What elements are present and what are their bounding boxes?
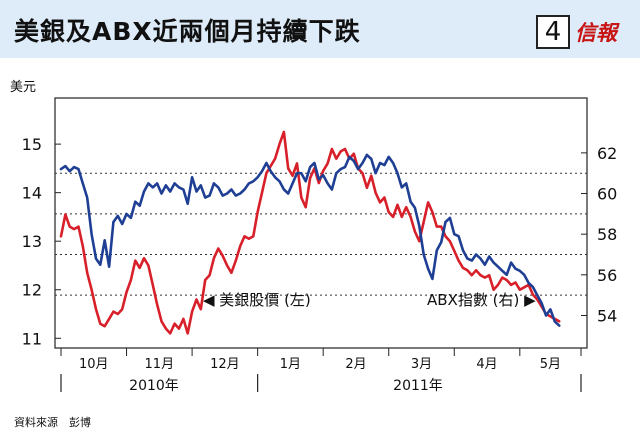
left-tick-label: 13 xyxy=(22,232,42,251)
year-label-2011: 2011年 xyxy=(393,378,443,394)
month-label: 4月 xyxy=(476,357,497,372)
month-label: 12月 xyxy=(210,357,240,372)
source-note: 資料來源 彭博 xyxy=(14,416,91,429)
abx-index-line xyxy=(59,153,561,327)
right-tick-label: 58 xyxy=(597,225,617,244)
annotation-bac: ◀ 美銀股價 (左) xyxy=(203,291,311,309)
series-lines xyxy=(59,130,561,335)
left-tick-label: 14 xyxy=(22,184,42,203)
page-number-box: 4 xyxy=(536,15,570,49)
year-label-2010: 2010年 xyxy=(129,378,179,394)
right-tick-label: 56 xyxy=(597,266,617,285)
month-label: 3月 xyxy=(411,357,432,372)
chart-title: 美銀及ABX近兩個月持續下跌 xyxy=(14,17,361,46)
left-tick-label: 15 xyxy=(22,135,42,154)
month-label: 5月 xyxy=(540,357,561,372)
month-label: 11月 xyxy=(145,357,175,372)
right-tick-label: 60 xyxy=(597,185,617,204)
axis-ticks: 11 12 13 14 15 54 56 58 60 62 10月 11月 12月 1月 2月 3月 4月 5月 xyxy=(22,135,617,392)
brand-logo: 信報 xyxy=(575,20,617,45)
annotation-abx: ABX指數 (右) ▶ xyxy=(427,291,536,309)
bac-price-line xyxy=(59,130,561,335)
month-label: 1月 xyxy=(280,357,301,372)
header-bar: 美銀及ABX近兩個月持續下跌 4 信報 xyxy=(0,0,640,58)
left-tick-label: 12 xyxy=(22,281,42,300)
left-tick-label: 11 xyxy=(22,329,42,348)
plot-frame xyxy=(54,97,588,349)
right-tick-label: 54 xyxy=(597,306,617,325)
right-tick-label: 62 xyxy=(597,144,617,163)
month-label: 10月 xyxy=(79,357,109,372)
month-label: 2月 xyxy=(345,357,366,372)
left-axis-unit-label: 美元 xyxy=(10,80,36,95)
